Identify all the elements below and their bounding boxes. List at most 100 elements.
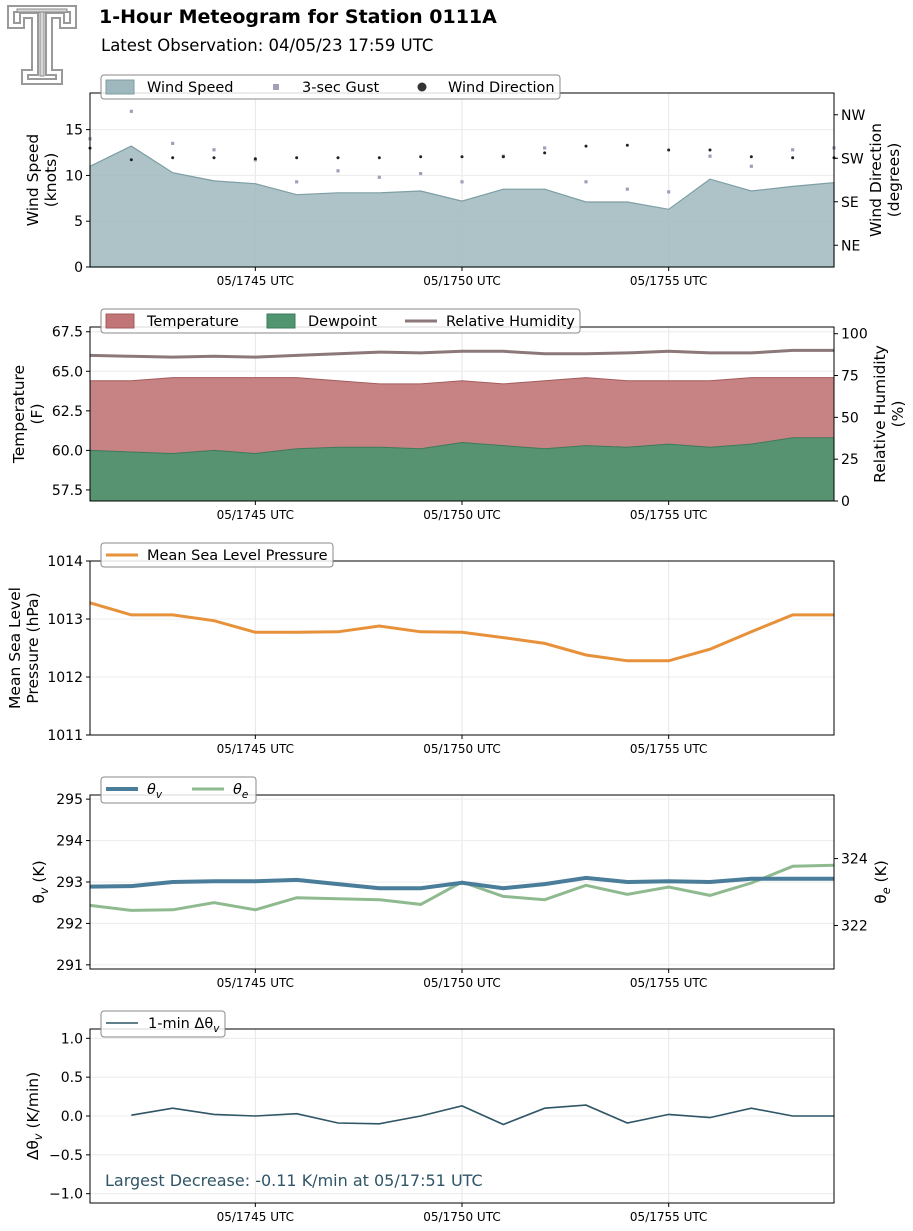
y-tick-label: 15 bbox=[65, 123, 83, 139]
wind-ylabel-line: (knots) bbox=[42, 153, 60, 208]
x-tick-label: 05/1745 UTC bbox=[217, 976, 294, 990]
y2-tick-label: 25 bbox=[841, 452, 859, 468]
legend-box bbox=[100, 308, 581, 334]
y-tick-label: 0.0 bbox=[61, 1109, 83, 1125]
thermo-legend: Temperature Dewpoint Relative Humidity bbox=[100, 308, 581, 334]
y-tick-label: 291 bbox=[56, 958, 83, 974]
legend-box bbox=[100, 1010, 226, 1038]
y-tick-label: 5 bbox=[74, 214, 83, 230]
relative-humidity-line bbox=[89, 348, 834, 359]
theta-y2label-subscript: e bbox=[880, 887, 893, 894]
pressure-ylabel-line: Pressure (hPa) bbox=[24, 592, 42, 703]
wind-y2label: Wind Direction(degrees) bbox=[867, 123, 903, 237]
x-tick-label: 05/1755 UTC bbox=[630, 508, 707, 522]
wind-ylabel-line: Wind Speed bbox=[24, 134, 42, 226]
y-tick-label: 295 bbox=[56, 792, 83, 808]
y2-tick-label: NE bbox=[841, 238, 860, 254]
gust-point bbox=[667, 190, 671, 194]
wind-panel: 0 5 10 15 05/1745 UTC 05/1750 UTC 05/1755 UTC N… bbox=[24, 74, 903, 288]
x-tick-label: 05/1745 UTC bbox=[217, 274, 294, 288]
x-tick-label: 05/1750 UTC bbox=[423, 1210, 500, 1224]
y-tick-label: 1011 bbox=[47, 728, 83, 744]
wind-ylabel: Wind Speed(knots) bbox=[24, 134, 60, 226]
legend-label-symbol: θ bbox=[233, 782, 242, 798]
legend-label-subscript: v bbox=[213, 1023, 220, 1035]
gust-point bbox=[377, 175, 381, 179]
dtheta-ylabel: Δθv (K/min) bbox=[24, 1072, 45, 1160]
legend-box bbox=[100, 776, 257, 804]
direction-point bbox=[377, 156, 381, 160]
thermo-y2label: Relative Humidity(%) bbox=[871, 345, 907, 483]
y-tick-label: 292 bbox=[56, 916, 83, 932]
x-tick-label: 05/1750 UTC bbox=[423, 508, 500, 522]
legend-label: Relative Humidity bbox=[446, 314, 575, 330]
pressure-panel: 1011 1012 1013 1014 05/1745 UTC 05/1750 UTC 05… bbox=[6, 542, 835, 756]
y-tick-label: 293 bbox=[56, 875, 83, 891]
thermo-panel: 57.5 60.0 62.5 65.0 67.5 05/1745 UTC 05/1750 U… bbox=[10, 308, 907, 522]
y-tick-label: 294 bbox=[56, 834, 83, 850]
y-tick-label: 1012 bbox=[47, 670, 83, 686]
direction-point bbox=[460, 155, 464, 159]
thermo-ylabel-line: (F) bbox=[28, 403, 46, 424]
direction-point bbox=[625, 143, 629, 147]
theta-ylabel-rest: (K) bbox=[30, 860, 48, 887]
pressure-ylabel: Mean Sea LevelPressure (hPa) bbox=[6, 587, 42, 709]
pressure-ylabel-line: Mean Sea Level bbox=[6, 587, 24, 709]
legend-box bbox=[100, 542, 334, 568]
legend-label: Wind Direction bbox=[448, 80, 555, 96]
y-tick-label: 0 bbox=[74, 260, 83, 276]
dtheta-line bbox=[131, 1104, 834, 1126]
legend-label-subscript: e bbox=[242, 789, 248, 801]
gust-point bbox=[708, 154, 712, 158]
theta-y2label: θe (K) bbox=[872, 860, 893, 904]
gust-point bbox=[543, 146, 547, 150]
x-tick-label: 05/1750 UTC bbox=[423, 976, 500, 990]
y-tick-label: −0.5 bbox=[49, 1148, 83, 1164]
theta-ylabel-subscript: v bbox=[38, 887, 51, 894]
gust-point bbox=[749, 164, 753, 168]
y-tick-label: 60.0 bbox=[52, 443, 83, 459]
theta-y2label-symbol: θ bbox=[872, 894, 890, 903]
thermo-y2label-line: Relative Humidity bbox=[871, 345, 889, 483]
x-tick-label: 05/1755 UTC bbox=[630, 742, 707, 756]
legend-label: Temperature bbox=[146, 314, 239, 330]
direction-point bbox=[295, 156, 299, 160]
theta-ylabel: θv (K) bbox=[30, 860, 51, 903]
gust-point bbox=[171, 141, 175, 145]
direction-point bbox=[749, 155, 753, 159]
y2-tick-label: SE bbox=[841, 195, 859, 211]
dewpoint-area bbox=[89, 437, 835, 502]
legend-label: Mean Sea Level Pressure bbox=[147, 548, 328, 564]
direction-point bbox=[129, 158, 133, 162]
y-tick-label: 10 bbox=[65, 168, 83, 184]
dtheta-legend: 1-min Δθv bbox=[100, 1010, 226, 1038]
thermo-ylabel-line: Temperature bbox=[10, 365, 28, 464]
y2-tick-label: 50 bbox=[841, 410, 859, 426]
direction-point bbox=[543, 151, 547, 155]
direction-point bbox=[212, 156, 216, 160]
pressure-line bbox=[89, 601, 834, 663]
legend-label: Wind Speed bbox=[147, 80, 234, 96]
pressure-legend: Mean Sea Level Pressure bbox=[100, 542, 334, 568]
legend-swatch-direction bbox=[417, 82, 427, 92]
y-tick-label: 67.5 bbox=[52, 325, 83, 341]
direction-point bbox=[791, 156, 795, 160]
x-tick-label: 05/1755 UTC bbox=[630, 976, 707, 990]
legend-label-text: 1-min Δθ bbox=[148, 1016, 213, 1032]
theta-ylabel-symbol: θ bbox=[30, 894, 48, 903]
texas-tech-logo-icon bbox=[7, 5, 77, 85]
y2-tick-label: 100 bbox=[841, 327, 868, 343]
x-tick-label: 05/1745 UTC bbox=[217, 508, 294, 522]
legend-label: 3-sec Gust bbox=[302, 80, 379, 96]
legend-swatch-dewpoint bbox=[266, 313, 296, 329]
wind-y2label-line: (degrees) bbox=[885, 143, 903, 218]
largest-decrease-annotation: Largest Decrease: -0.11 K/min at 05/17:5… bbox=[105, 1171, 483, 1190]
gust-point bbox=[129, 109, 133, 113]
y2-tick-label: 322 bbox=[841, 919, 868, 935]
legend-label: θe bbox=[233, 782, 248, 801]
direction-point bbox=[708, 148, 712, 152]
header: 1-Hour Meteogram for Station 0111A Lates… bbox=[0, 0, 913, 90]
x-tick-label: 05/1750 UTC bbox=[423, 742, 500, 756]
page-title: 1-Hour Meteogram for Station 0111A bbox=[99, 6, 497, 28]
gust-point bbox=[460, 180, 464, 184]
